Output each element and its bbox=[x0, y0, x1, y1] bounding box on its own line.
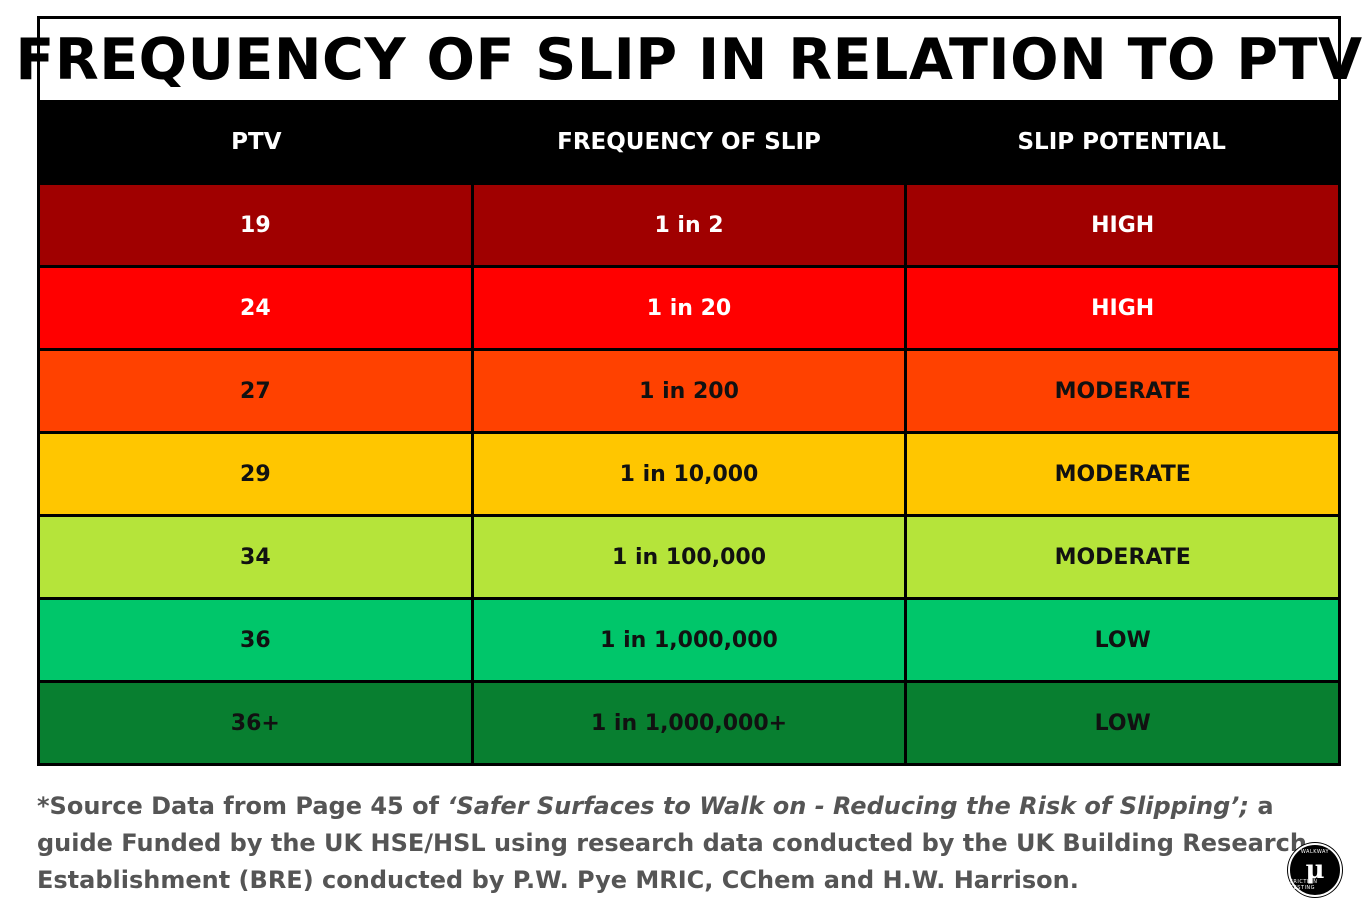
mu-logo-icon: WALKWAY μ FRICTION TESTING bbox=[1288, 843, 1342, 897]
table-row: 29 1 in 10,000 MODERATE bbox=[40, 434, 1339, 514]
cell-ptv: 34 bbox=[40, 517, 471, 597]
cell-frequency: 1 in 10,000 bbox=[473, 434, 905, 514]
table-row: 19 1 in 2 HIGH bbox=[40, 185, 1339, 265]
table-row: 24 1 in 20 HIGH bbox=[40, 268, 1339, 348]
page-title: FREQUENCY OF SLIP IN RELATION TO PTV bbox=[15, 19, 1362, 100]
cell-frequency: 1 in 2 bbox=[473, 185, 905, 265]
cell-frequency: 1 in 100,000 bbox=[473, 517, 905, 597]
footnote-prefix: *Source Data from Page 45 of bbox=[37, 792, 448, 820]
cell-potential: LOW bbox=[907, 683, 1339, 763]
table-row: 36 1 in 1,000,000 LOW bbox=[40, 600, 1339, 680]
footnote-suffix: a guide Funded by the UK HSE/HSL using r… bbox=[37, 792, 1307, 894]
table-body: 19 1 in 2 HIGH 24 1 in 20 HIGH 27 1 in 2… bbox=[40, 184, 1339, 763]
logo-ring-bottom: FRICTION TESTING bbox=[1290, 879, 1318, 891]
cell-ptv: 36 bbox=[40, 600, 471, 680]
cell-potential: HIGH bbox=[907, 268, 1339, 348]
source-footnote: *Source Data from Page 45 of ‘Safer Surf… bbox=[37, 788, 1307, 899]
header-frequency: FREQUENCY OF SLIP bbox=[557, 129, 821, 155]
cell-potential: MODERATE bbox=[907, 434, 1339, 514]
cell-potential: MODERATE bbox=[907, 351, 1339, 431]
cell-ptv: 29 bbox=[40, 434, 471, 514]
cell-frequency: 1 in 1,000,000+ bbox=[473, 683, 905, 763]
cell-potential: MODERATE bbox=[907, 517, 1339, 597]
table-row: 36+ 1 in 1,000,000+ LOW bbox=[40, 683, 1339, 763]
table-row: 27 1 in 200 MODERATE bbox=[40, 351, 1339, 431]
cell-potential: LOW bbox=[907, 600, 1339, 680]
table-row: 34 1 in 100,000 MODERATE bbox=[40, 517, 1339, 597]
cell-ptv: 36+ bbox=[40, 683, 471, 763]
header-potential: SLIP POTENTIAL bbox=[1017, 129, 1226, 155]
cell-frequency: 1 in 20 bbox=[473, 268, 905, 348]
cell-frequency: 1 in 1,000,000 bbox=[473, 600, 905, 680]
cell-ptv: 24 bbox=[40, 268, 471, 348]
slip-table-frame: FREQUENCY OF SLIP IN RELATION TO PTV PTV… bbox=[15, 16, 1362, 766]
logo-symbol: μ bbox=[1305, 855, 1325, 885]
cell-ptv: 27 bbox=[40, 351, 471, 431]
header-ptv: PTV bbox=[231, 129, 282, 155]
cell-frequency: 1 in 200 bbox=[473, 351, 905, 431]
logo-ring-top: WALKWAY bbox=[1300, 849, 1330, 855]
footnote-title: ‘Safer Surfaces to Walk on - Reducing th… bbox=[447, 792, 1250, 820]
table-header: PTV FREQUENCY OF SLIP SLIP POTENTIAL bbox=[40, 100, 1338, 184]
cell-ptv: 19 bbox=[40, 185, 471, 265]
cell-potential: HIGH bbox=[907, 185, 1339, 265]
